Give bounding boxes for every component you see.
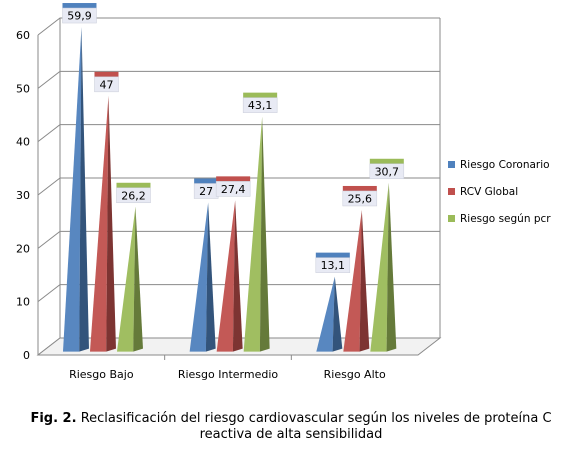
caption-text: Reclasificación del riesgo cardiovascula… bbox=[80, 411, 552, 442]
cone-light-face bbox=[316, 276, 335, 352]
cone-light-face bbox=[189, 202, 209, 352]
y-tick-label: 60 bbox=[16, 29, 30, 42]
data-label-cap bbox=[94, 71, 119, 78]
data-label-box bbox=[342, 190, 378, 207]
data-label-box bbox=[62, 7, 97, 24]
cone-light-face bbox=[370, 182, 389, 352]
chart: 0 10 20 30 40 50 60 Riesgo Bajo Riesgo Intermedi… bbox=[16, 3, 551, 381]
data-label-cap bbox=[243, 92, 278, 99]
cone-dark-face bbox=[106, 95, 116, 352]
cone-dark-face bbox=[232, 200, 243, 352]
legend-label: Riesgo según pcr bbox=[460, 213, 551, 225]
data-label-cap bbox=[315, 252, 350, 259]
data-label-box bbox=[315, 257, 351, 273]
cone-light-face bbox=[243, 116, 263, 352]
data-label-box bbox=[215, 181, 251, 197]
x-tick-label: Riesgo Alto bbox=[324, 368, 386, 381]
figure-caption: Fig. 2. Reclasificación del riesgo cardi… bbox=[10, 411, 572, 443]
data-label-box bbox=[369, 163, 405, 180]
y-tick-label: 10 bbox=[16, 296, 30, 309]
cone-light-face bbox=[343, 209, 362, 352]
y-tick-label: 20 bbox=[16, 242, 30, 255]
x-tick-label: Riesgo Bajo bbox=[69, 368, 134, 381]
cone-dark-face bbox=[205, 202, 216, 352]
data-label: 25,6 bbox=[348, 192, 373, 205]
data-label: 47 bbox=[99, 78, 113, 91]
cone-dark-face bbox=[79, 27, 89, 352]
cone-light-face bbox=[116, 206, 136, 352]
data-label-cap bbox=[116, 182, 151, 189]
data-label: 59,9 bbox=[67, 10, 92, 23]
caption-prefix: Fig. 2. bbox=[30, 411, 77, 426]
y-tick-label: 30 bbox=[16, 189, 30, 202]
data-label-cap bbox=[62, 3, 97, 10]
legend-swatch bbox=[448, 215, 455, 222]
cone-light-face bbox=[62, 27, 82, 352]
data-label: 26,2 bbox=[121, 189, 146, 202]
legend-label: RCV Global bbox=[460, 186, 518, 198]
data-label-cap bbox=[194, 178, 219, 185]
y-tick-label: 0 bbox=[23, 349, 30, 362]
data-label-box bbox=[242, 97, 278, 113]
cone-light-face bbox=[89, 95, 109, 352]
data-label: 30,7 bbox=[375, 165, 400, 178]
data-label-cap bbox=[369, 158, 404, 165]
cone-dark-face bbox=[133, 206, 143, 352]
legend-swatch bbox=[448, 161, 455, 168]
data-label: 13,1 bbox=[321, 259, 346, 272]
data-label-box bbox=[116, 187, 151, 204]
legend-label: Riesgo Coronario bbox=[460, 159, 550, 171]
cone-dark-face bbox=[259, 116, 270, 352]
data-label-cap bbox=[342, 185, 377, 192]
data-label-box bbox=[94, 76, 119, 93]
data-label: 27,4 bbox=[221, 183, 246, 196]
data-label: 43,1 bbox=[248, 99, 273, 112]
y-tick-label: 40 bbox=[16, 136, 30, 149]
y-tick-label: 50 bbox=[16, 82, 30, 95]
chart-svg: 0 10 20 30 40 50 60 Riesgo Bajo Riesgo Intermedi… bbox=[16, 3, 551, 381]
data-label: 27 bbox=[199, 185, 213, 198]
x-tick-label: Riesgo Intermedio bbox=[178, 368, 279, 381]
cone-light-face bbox=[216, 200, 236, 352]
legend-swatch bbox=[448, 188, 455, 195]
cone-dark-face bbox=[386, 182, 397, 352]
cone-dark-face bbox=[332, 276, 343, 352]
data-label-cap bbox=[216, 176, 251, 183]
cone-dark-face bbox=[359, 209, 370, 352]
